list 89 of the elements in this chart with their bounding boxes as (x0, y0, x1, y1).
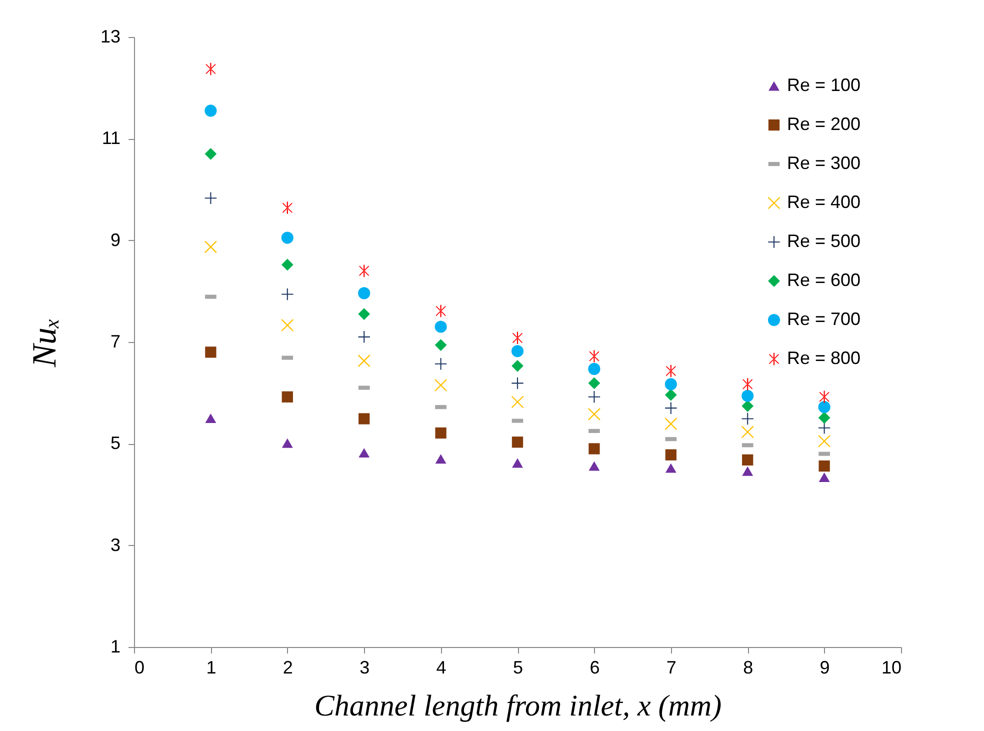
point (359, 264, 370, 277)
point (742, 378, 753, 390)
point (512, 360, 524, 372)
legend-label: Re = 300 (787, 153, 861, 173)
x-tick-label: 9 (820, 658, 830, 678)
point (588, 461, 600, 471)
x-tick-label: 1 (206, 658, 216, 678)
point (434, 320, 447, 333)
y-tick-label: 13 (100, 26, 120, 46)
point (818, 401, 830, 414)
point (818, 422, 830, 434)
point (282, 202, 292, 214)
point (819, 390, 830, 404)
x-tick-label: 6 (590, 658, 600, 678)
point (742, 454, 754, 466)
point (358, 287, 370, 300)
point (588, 408, 600, 420)
point (434, 379, 447, 392)
point (665, 449, 676, 460)
point (282, 288, 294, 300)
point (742, 466, 754, 476)
legend-label: Re = 200 (787, 114, 861, 134)
point (742, 400, 754, 412)
point (741, 426, 754, 438)
point (204, 148, 217, 160)
x-tick-label: 2 (282, 658, 293, 678)
point (434, 358, 447, 370)
legend-label: Re = 100 (787, 75, 861, 95)
point (818, 460, 830, 472)
point (588, 391, 600, 403)
point (434, 339, 447, 351)
point (358, 331, 370, 343)
point (512, 377, 524, 390)
x-tick-label: 0 (134, 658, 145, 678)
point (281, 258, 294, 271)
y-tick-label: 7 (110, 332, 120, 352)
point (665, 463, 676, 473)
x-tick-label: 8 (743, 658, 754, 678)
point (588, 362, 600, 375)
point (742, 412, 754, 425)
point (435, 454, 446, 464)
point (205, 346, 216, 358)
point (358, 308, 370, 320)
point (588, 377, 600, 390)
legend-label: Re = 700 (787, 309, 861, 329)
point (664, 388, 677, 401)
point (435, 427, 446, 439)
point (512, 458, 523, 468)
point (206, 62, 216, 76)
point (205, 414, 216, 423)
point (665, 402, 677, 414)
x-tick-label: 4 (436, 658, 446, 678)
point (818, 412, 830, 424)
point (204, 192, 217, 204)
point (664, 418, 678, 430)
point (282, 438, 293, 448)
x-tick-label: 3 (360, 658, 370, 678)
point (512, 436, 524, 448)
point (204, 104, 217, 117)
point (281, 232, 294, 244)
point (666, 364, 676, 378)
point (588, 443, 600, 454)
point (358, 413, 370, 424)
y-tick-label: 3 (110, 534, 120, 555)
point (511, 396, 524, 408)
legend-label: Re = 500 (787, 231, 861, 251)
x-tick-label: 7 (666, 658, 676, 678)
point (358, 448, 370, 458)
point (436, 304, 446, 318)
point (204, 240, 217, 254)
x-axis-title: Channel length from inlet, x (mm) (314, 690, 722, 722)
legend-label: Re = 400 (787, 192, 861, 212)
y-tick-label: 1 (110, 636, 120, 656)
point (358, 354, 370, 367)
y-tick-label: 5 (110, 433, 120, 454)
legend-label: Re = 600 (787, 270, 861, 290)
point (742, 390, 754, 402)
point (664, 378, 677, 390)
point (589, 350, 600, 362)
point (282, 391, 293, 402)
y-tick-label: 9 (110, 230, 120, 250)
point (511, 345, 524, 358)
point (512, 332, 523, 344)
y-axis-title: Nuₓ (26, 318, 64, 368)
x-tick-label: 10 (881, 658, 902, 678)
point (818, 472, 830, 482)
legend-label: Re = 800 (787, 348, 861, 368)
y-tick-label: 11 (102, 128, 120, 148)
x-tick-label: 5 (512, 658, 524, 678)
